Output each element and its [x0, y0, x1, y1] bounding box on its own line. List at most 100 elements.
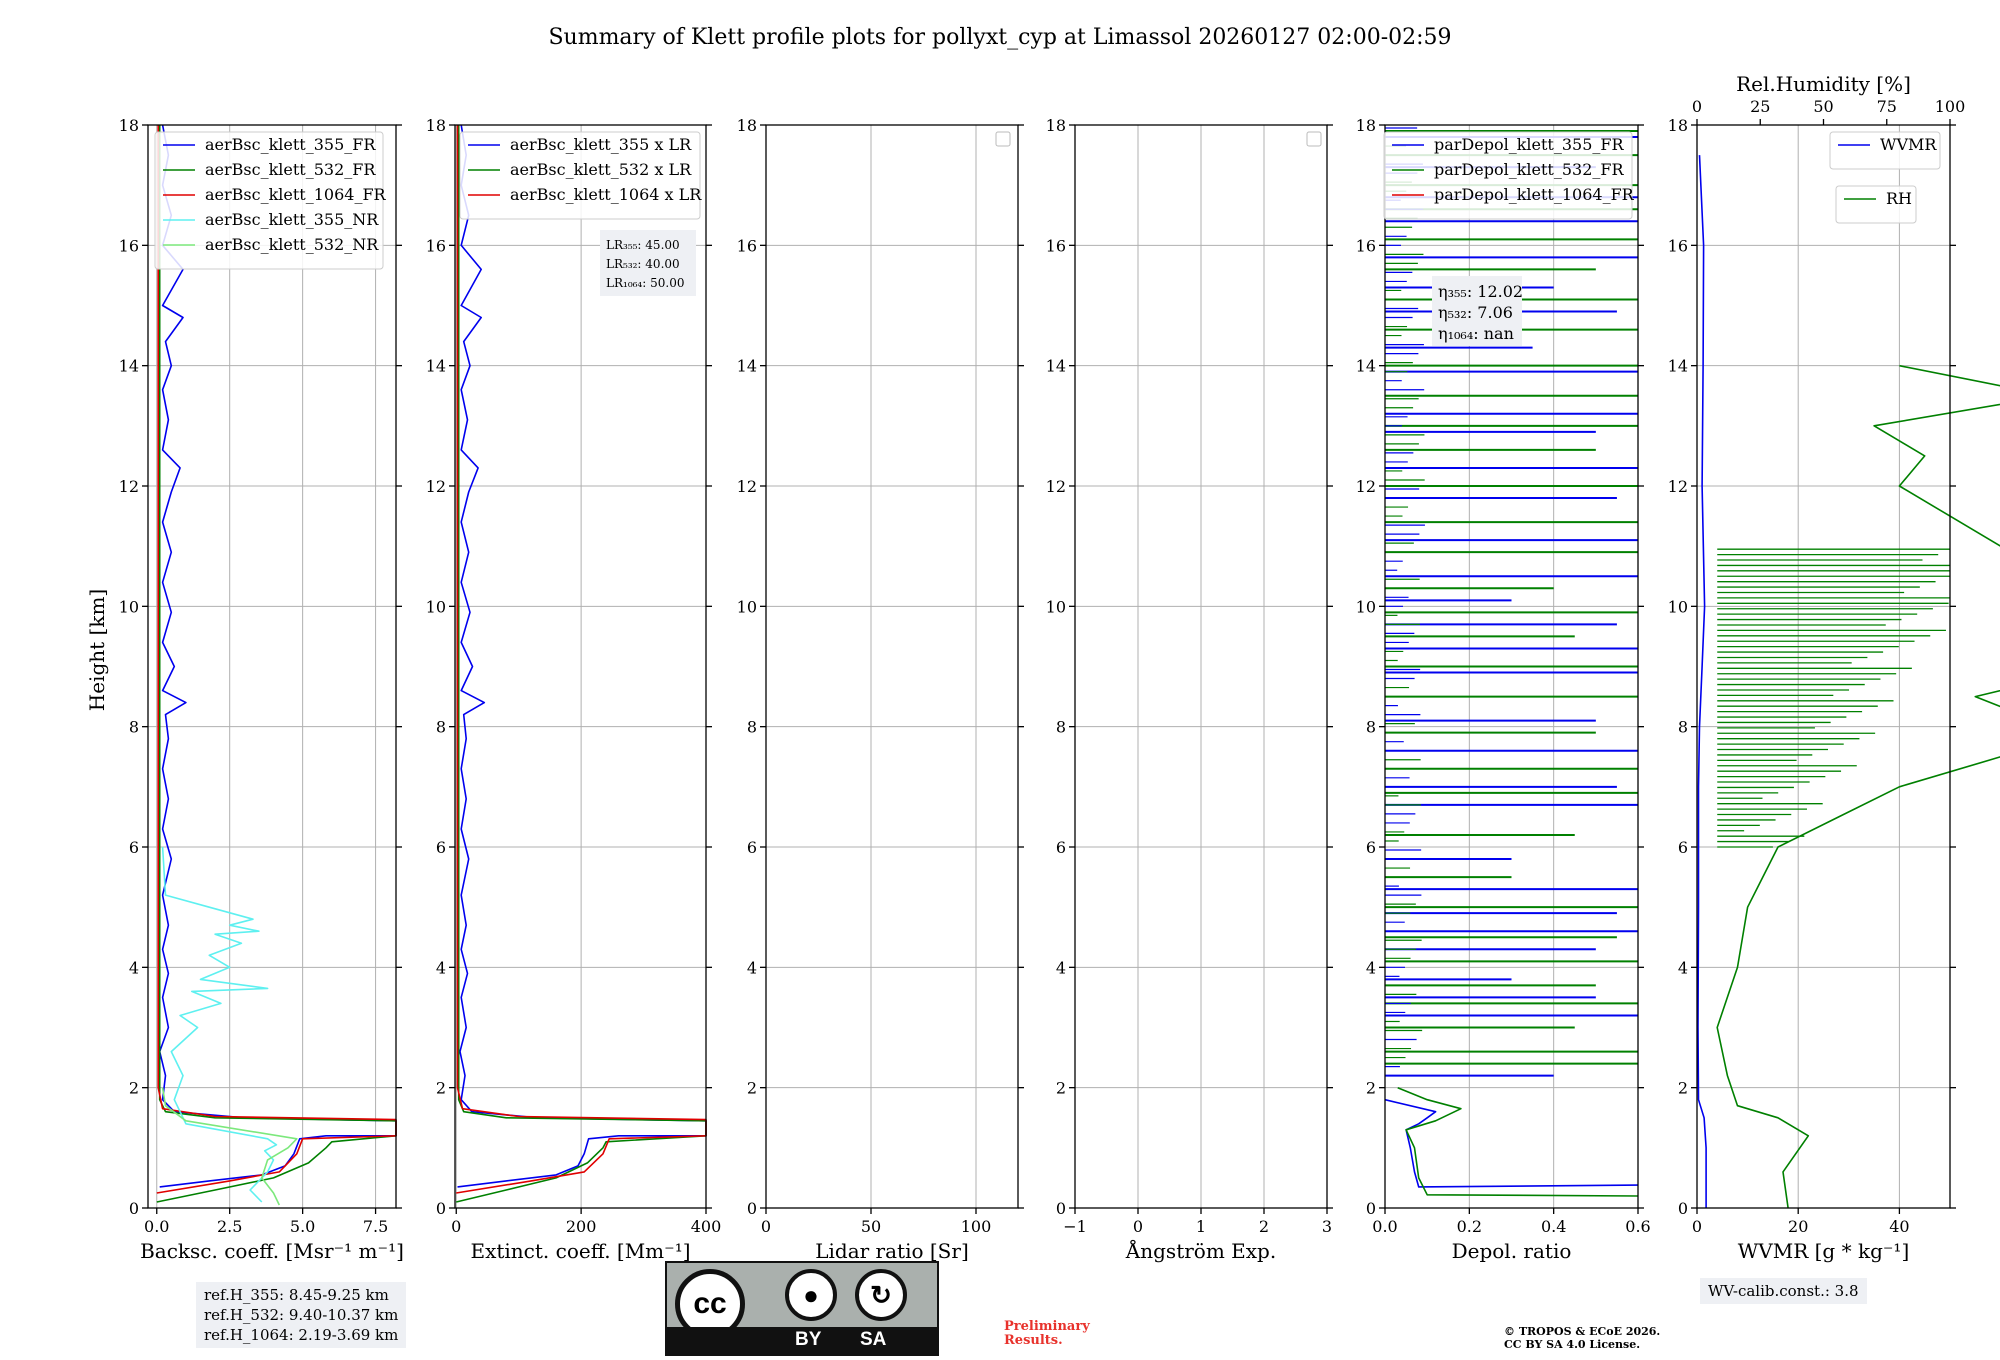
y-tick-label: 6: [1678, 838, 1688, 857]
y-tick-label: 18: [1668, 116, 1688, 135]
legend-box-empty: [1306, 131, 1322, 147]
panel-wvmr: 0 25 50 75 100 Rel.Humidity [%] 0 2 4 6 8 10 12 14 16 1…: [1668, 72, 2000, 1263]
wv-calib-box: WV-calib.const.: 3.8: [1700, 1278, 1867, 1304]
y-tick-label: 14: [1046, 357, 1066, 376]
wv-calib-const: WV-calib.const.: 3.8: [1708, 1282, 1859, 1300]
x2-tick-label: 50: [1813, 97, 1833, 116]
x-tick-label: 0.4: [1541, 1217, 1566, 1236]
lr-value: LR₃₅₅: 45.00: [606, 238, 680, 252]
preliminary-line1: Preliminary: [1004, 1319, 1090, 1334]
x-axis-label: Extinct. coeff. [Mm⁻¹]: [470, 1239, 690, 1263]
legend-box: [459, 131, 701, 220]
axes-frame: [1696, 124, 1951, 1209]
x2-tick-label: 0: [1692, 97, 1702, 116]
panel-lidar-ratio: 0 2 4 6 8 10 12 14 16 18 0 50 100 Lidar ratio [Sr]: [737, 116, 1024, 1263]
ref-height-box: ref.H_355: 8.45-9.25 km ref.H_532: 9.40-…: [196, 1282, 407, 1348]
series-RH: [1716, 364, 2000, 1209]
lr-box: [600, 230, 696, 296]
x-tick-label: 2.5: [217, 1217, 242, 1236]
x-tick-label: 1: [1196, 1217, 1206, 1236]
y-tick-label: 16: [1046, 236, 1066, 255]
y-tick-label: 18: [426, 116, 446, 135]
x-tick-label: 400: [691, 1217, 722, 1236]
series-parDepol_klett_355_FR: [1384, 1098, 1639, 1188]
x-tick-label: 0.0: [144, 1217, 169, 1236]
y-axis-label: Height [km]: [85, 589, 109, 711]
by-label: BY: [795, 1329, 822, 1350]
legend-box: [154, 131, 384, 270]
copyright-line2: CC BY SA 4.0 License.: [1504, 1338, 1641, 1351]
y-tick-label: 6: [1056, 838, 1066, 857]
copyright-note: © TROPOS & ECoE 2026. CC BY SA 4.0 Licen…: [1504, 1325, 1660, 1351]
series-parDepol_klett_532_FR: [1397, 1086, 1639, 1197]
series-aerBsc_klett_532_FR: [156, 125, 397, 1203]
cc-license-badge: cc ● ↻ BY SA: [665, 1261, 939, 1356]
y-tick-label: 14: [737, 357, 757, 376]
y-tick-label: 12: [119, 477, 139, 496]
legend-box: [1835, 185, 1917, 224]
y-tick-label: 4: [1678, 958, 1688, 977]
y-tick-label: 18: [737, 116, 757, 135]
axes-frame: [765, 124, 1019, 1209]
x2-tick-label: 75: [1877, 97, 1897, 116]
x-axis-label: Backsc. coeff. [Msr⁻¹ m⁻¹]: [140, 1239, 404, 1263]
y-tick-label: 6: [1366, 838, 1376, 857]
y-tick-label: 0: [747, 1199, 757, 1218]
y-tick-label: 10: [737, 597, 757, 616]
y-tick-label: 0: [1678, 1199, 1688, 1218]
ref-height-1064: ref.H_1064: 2.19-3.69 km: [204, 1326, 399, 1344]
x-axis-label: Depol. ratio: [1452, 1239, 1572, 1263]
x-tick-label: 50: [861, 1217, 881, 1236]
legend-label: aerBsc_klett_1064 x LR: [510, 185, 702, 204]
sa-share-icon: ↻: [855, 1269, 907, 1321]
x-tick-label: 2: [1259, 1217, 1269, 1236]
lr-value: LR₁₀₆₄: 50.00: [606, 276, 684, 290]
eta-box: [1432, 276, 1522, 346]
y-tick-label: 2: [747, 1079, 757, 1098]
legend-label: aerBsc_klett_532_FR: [205, 160, 376, 179]
panel-depol: 0 2 4 6 8 10 12 14 16 18 0.0 0.2 0.4 0.6 Depol. ratio p…: [1356, 116, 1651, 1263]
y-tick-label: 12: [1356, 477, 1376, 496]
y-tick-label: 12: [1668, 477, 1688, 496]
x-tick-label: 40: [1889, 1217, 1909, 1236]
y-tick-label: 16: [119, 236, 139, 255]
y-tick-label: 2: [436, 1079, 446, 1098]
y-tick-label: 8: [1366, 718, 1376, 737]
series-aerBsc_klett_355_FR: [158, 124, 397, 1188]
ref-height-532: ref.H_532: 9.40-10.37 km: [204, 1306, 399, 1324]
preliminary-note: Preliminary Results.: [1004, 1320, 1090, 1348]
y-tick-label: 12: [426, 477, 446, 496]
y-tick-label: 10: [426, 597, 446, 616]
y-tick-label: 18: [1356, 116, 1376, 135]
x-tick-label: 0: [451, 1217, 461, 1236]
by-person-icon: ●: [785, 1269, 837, 1321]
series-aerBsc_klett_355_NR: [161, 846, 278, 1203]
y-tick-label: 2: [1678, 1079, 1688, 1098]
panel-backscatter: 0 2 4 6 8 10 12 14 16 18 0.0 2.5 5.0 7.5 Backsc. coeff…: [119, 116, 404, 1263]
legend-label: aerBsc_klett_532_NR: [205, 235, 379, 254]
copyright-line1: © TROPOS & ECoE 2026.: [1504, 1325, 1661, 1338]
y-tick-label: 6: [129, 838, 139, 857]
legend-label: WVMR: [1880, 135, 1937, 154]
preliminary-line2: Results.: [1004, 1333, 1063, 1348]
y-tick-label: 10: [1046, 597, 1066, 616]
x-tick-label: −1: [1063, 1217, 1087, 1236]
y-tick-label: 14: [1668, 357, 1688, 376]
legend-box: [1829, 131, 1941, 170]
y-tick-label: 8: [1056, 718, 1066, 737]
y-tick-label: 2: [1366, 1079, 1376, 1098]
y-tick-label: 0: [436, 1199, 446, 1218]
x-tick-label: 100: [961, 1217, 992, 1236]
eta-value: η₃₅₅: 12.02: [1438, 282, 1523, 301]
y-tick-label: 4: [1366, 958, 1376, 977]
y-tick-label: 0: [1366, 1199, 1376, 1218]
y-tick-label: 12: [1046, 477, 1066, 496]
y-tick-label: 16: [426, 236, 446, 255]
y-tick-label: 14: [119, 357, 139, 376]
series-WVMR: [1697, 155, 1707, 1208]
x-tick-label: 0: [1692, 1217, 1702, 1236]
x-tick-label: 0.6: [1625, 1217, 1650, 1236]
y-tick-label: 10: [119, 597, 139, 616]
